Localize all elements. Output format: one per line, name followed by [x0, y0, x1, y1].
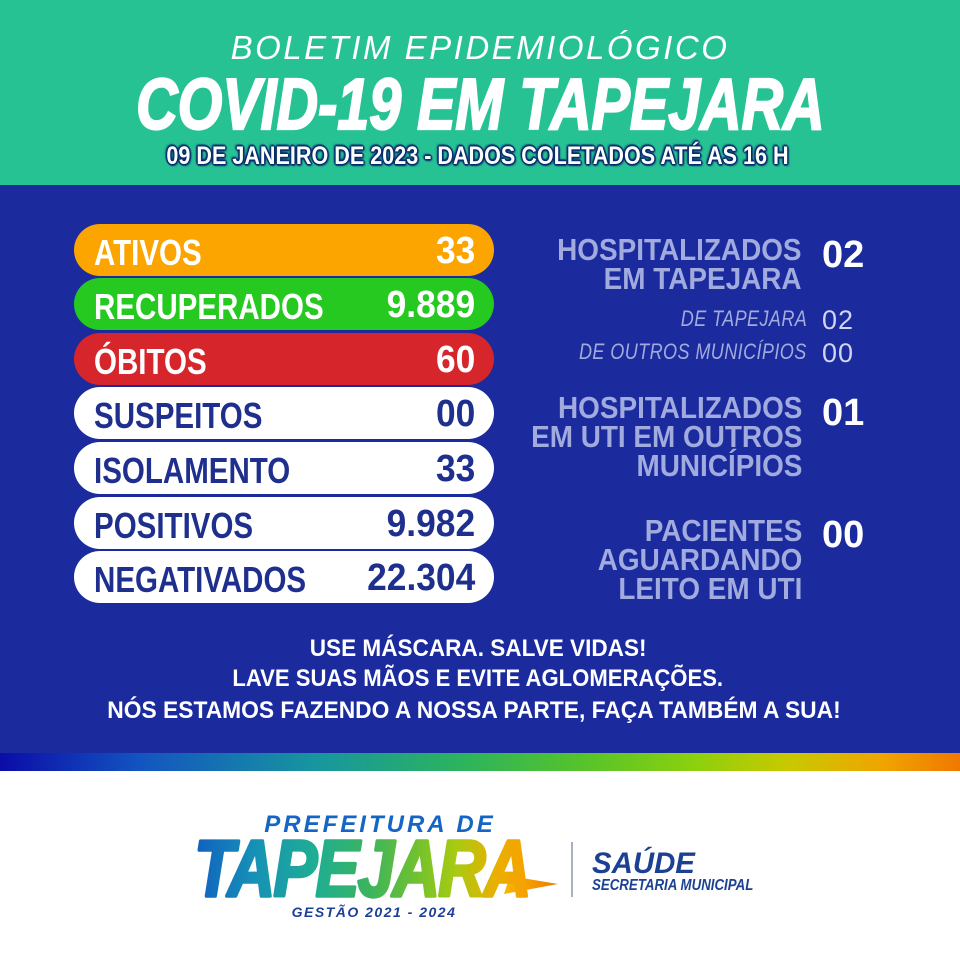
svg-text:TAPEJARA: TAPEJARA: [194, 825, 530, 911]
